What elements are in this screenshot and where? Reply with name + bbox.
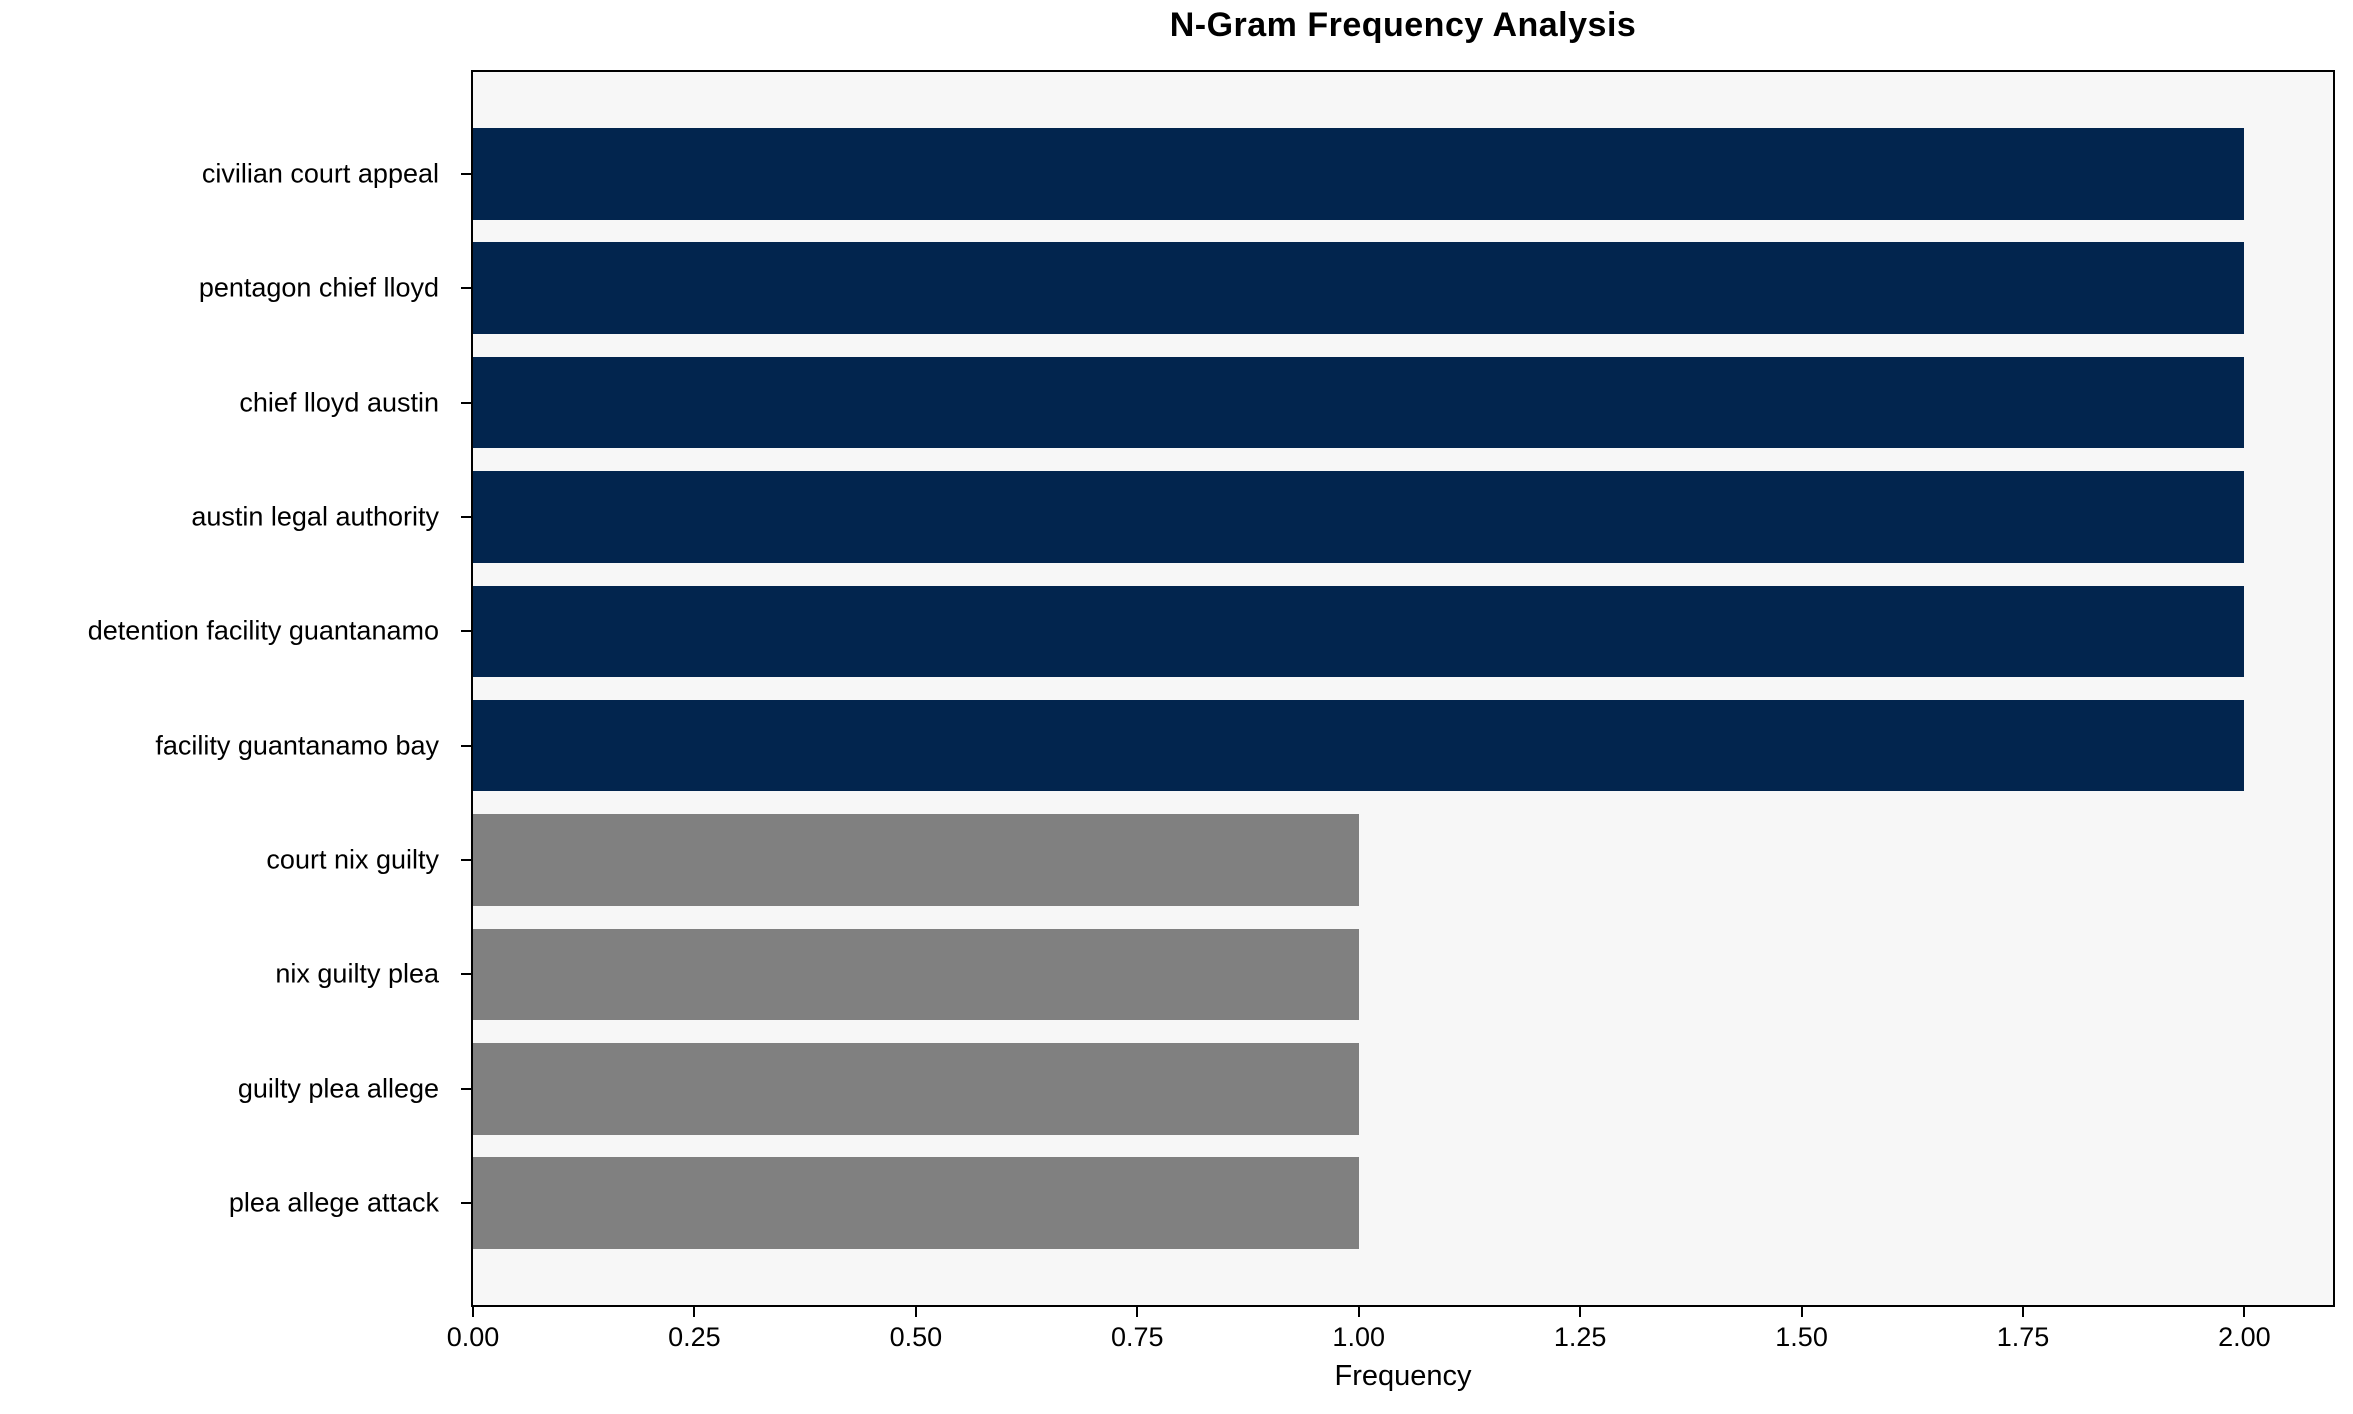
y-tick-label: detention facility guantanamo [87, 615, 439, 646]
x-tick-label: 1.75 [1996, 1322, 2050, 1352]
bar-facility-guantanamo-bay [473, 699, 2245, 792]
bar-court-nix-guilty [473, 814, 1359, 906]
y-tick-label: plea allege attack [228, 1187, 439, 1218]
x-tick-label: 1.25 [1553, 1322, 1607, 1352]
x-tick-label: 2.00 [2218, 1322, 2271, 1352]
x-tick-mark [914, 1307, 917, 1317]
bar-austin-legal-authority [473, 471, 2245, 563]
y-tick-mark [461, 1087, 471, 1090]
x-tick-label: 1.00 [1332, 1322, 1385, 1352]
x-tick-mark [1136, 1307, 1139, 1317]
x-tick-mark [472, 1307, 474, 1317]
x-tick-label: 0.50 [889, 1322, 943, 1352]
x-axis-ticks [472, 1307, 2333, 1317]
y-axis-labels: civilian court appeal pentagon chief lloy… [0, 72, 455, 1305]
y-tick-mark [461, 859, 471, 862]
y-tick-mark [461, 401, 471, 404]
y-tick-mark [461, 172, 471, 175]
x-tick-label: 0.25 [668, 1322, 721, 1352]
y-tick-label: austin legal authority [191, 501, 439, 532]
y-tick-label: court nix guilty [266, 844, 439, 875]
y-tick-mark [461, 515, 471, 518]
y-tick-mark [461, 1202, 471, 1205]
y-tick-mark [461, 287, 471, 290]
x-tick-mark [1357, 1307, 1360, 1317]
x-tick-mark [2022, 1307, 2024, 1317]
y-tick-label: pentagon chief lloyd [198, 272, 439, 303]
x-tick-mark [1579, 1307, 1582, 1317]
y-tick-mark [461, 630, 471, 633]
y-tick-label: facility guantanamo bay [155, 730, 439, 761]
x-tick-label: 1.50 [1775, 1322, 1828, 1352]
bar-nix-guilty-plea [473, 928, 1359, 1021]
bar-plea-allege-attack [473, 1157, 1359, 1249]
x-tick-label: 0.75 [1111, 1322, 1164, 1352]
y-tick-label: nix guilty plea [275, 958, 439, 989]
bar-detention-facility-guantanamo [473, 585, 2245, 678]
y-tick-label: civilian court appeal [201, 158, 439, 189]
x-axis-tick-labels: 0.00 0.25 0.50 0.75 1.00 1.25 1.50 1.75 2.00 [447, 1322, 2333, 1356]
y-tick-label: chief lloyd austin [239, 387, 439, 418]
x-tick-mark [2243, 1307, 2246, 1317]
y-tick-label: guilty plea allege [237, 1073, 439, 1104]
x-tick-label: 0.00 [446, 1322, 500, 1352]
y-tick-mark [461, 744, 471, 747]
bar-chief-lloyd-austin [473, 356, 2245, 449]
x-tick-mark [693, 1307, 696, 1317]
bar-guilty-plea-allege [473, 1043, 1359, 1135]
bar-pentagon-chief-lloyd [473, 242, 2245, 334]
y-axis-ticks [461, 72, 471, 1305]
bar-civilian-court-appeal [473, 128, 2245, 220]
x-tick-mark [1800, 1307, 1803, 1317]
chart-title: N-Gram Frequency Analysis [1169, 6, 1637, 44]
y-tick-mark [461, 973, 471, 976]
plot-area [471, 70, 2335, 1307]
x-axis-title: Frequency [1334, 1360, 1472, 1392]
